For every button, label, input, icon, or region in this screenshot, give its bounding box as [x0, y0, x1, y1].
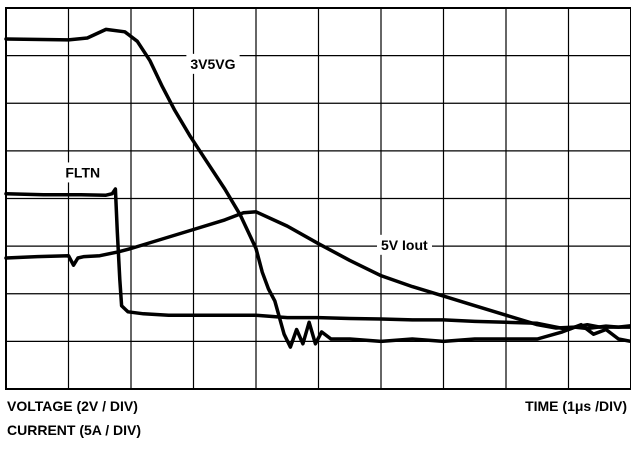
graticule [6, 8, 631, 389]
trace-label-background [61, 162, 105, 183]
trace-fltn [4, 187, 631, 344]
trace-label-text: 5V Iout [381, 237, 428, 253]
trace-5v-iout [4, 210, 631, 331]
trace-label-background [377, 234, 433, 255]
trace-3v5vg [4, 27, 631, 349]
traces [4, 27, 631, 349]
trace-label-text: FLTN [65, 164, 100, 180]
label-3v5vg: 3V5VG [186, 53, 240, 74]
plot-frame [5, 7, 631, 390]
current-scale-note: CURRENT (5A / DIV) [7, 422, 142, 438]
label-fltn: FLTN [61, 162, 105, 183]
trace-label-text: 3V5VG [190, 56, 235, 72]
time-scale-note: TIME (1μs /DIV) [525, 398, 627, 414]
trace-label-background [186, 53, 240, 74]
voltage-scale-note: VOLTAGE (2V / DIV) [7, 398, 138, 414]
label-5v-iout: 5V Iout [377, 234, 433, 255]
trace-labels: 3V5VG FLTN 5V Iout [61, 53, 433, 255]
